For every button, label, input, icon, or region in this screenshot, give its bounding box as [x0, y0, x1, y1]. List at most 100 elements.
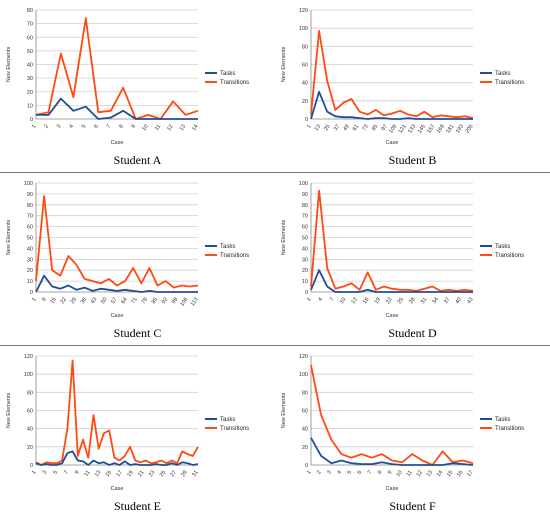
x-tick-label: 50 — [100, 297, 108, 305]
x-tick-label: 37 — [333, 124, 341, 132]
y-axis-label: New Elements — [6, 220, 12, 256]
y-tick-label: 80 — [27, 8, 33, 14]
x-axis-label: Case — [111, 486, 124, 492]
x-axis-label: Case — [111, 140, 124, 146]
x-tick-label: 181 — [445, 124, 455, 135]
series-line-transitions — [311, 365, 473, 465]
legend-label: Transitions — [495, 426, 524, 432]
y-tick-label: 10 — [302, 279, 308, 285]
y-tick-label: 40 — [302, 246, 308, 252]
x-tick-label: 7 — [63, 470, 70, 476]
y-tick-label: 100 — [299, 26, 308, 32]
x-tick-label: 11 — [83, 470, 91, 478]
chart-caption: Student A — [0, 153, 275, 168]
x-axis-label: Case — [386, 486, 399, 492]
chart-panel-student-c: 0 10 20 30 40 50 60 70 80 90 100 1 8 15 22 29 36 43 50 57 64… — [0, 173, 275, 345]
x-tick-label: 8 — [118, 124, 125, 130]
y-axis-label: New Elements — [281, 393, 287, 429]
x-tick-label: 92 — [161, 297, 169, 305]
x-tick-label: 121 — [398, 124, 408, 135]
x-tick-label: 1 — [31, 470, 38, 476]
x-tick-label: 12 — [416, 470, 424, 478]
x-tick-label: 25 — [397, 297, 405, 305]
x-tick-label: 193 — [455, 124, 465, 135]
legend-label: Transitions — [220, 80, 249, 86]
y-tick-label: 0 — [305, 290, 308, 296]
x-tick-label: 1 — [306, 470, 313, 476]
x-tick-label: 49 — [342, 124, 350, 132]
x-tick-label: 6 — [93, 124, 100, 130]
legend-label: Tasks — [220, 417, 235, 423]
x-tick-label: 13 — [94, 470, 102, 478]
y-tick-label: 80 — [27, 390, 33, 396]
y-tick-label: 50 — [302, 236, 308, 242]
y-tick-label: 40 — [302, 81, 308, 87]
x-tick-label: 13 — [426, 470, 434, 478]
chart-svg: 0 20 40 60 80 100 120 1 13 25 37 49 61 73 85 97 109 121 13… — [275, 0, 550, 172]
y-tick-label: 80 — [302, 44, 308, 50]
y-tick-label: 70 — [27, 214, 33, 220]
y-axis-label: New Elements — [281, 47, 287, 83]
legend-label: Transitions — [495, 253, 524, 259]
chart-caption: Student B — [275, 153, 550, 168]
x-tick-label: 16 — [362, 297, 370, 305]
chart-caption: Student E — [0, 499, 275, 514]
chart-svg: 01020304050607080901001 8 15 22 29 36 43 50 57 64… — [0, 173, 275, 345]
x-tick-label: 9 — [74, 470, 81, 476]
y-tick-label: 20 — [27, 268, 33, 274]
x-tick-label: 11 — [406, 470, 414, 478]
y-tick-label: 80 — [302, 390, 308, 396]
x-tick-label: 13 — [179, 124, 187, 132]
x-tick-label: 57 — [110, 297, 118, 305]
x-tick-label: 23 — [148, 470, 156, 478]
series-line-tasks — [36, 276, 198, 292]
y-tick-label: 60 — [302, 63, 308, 69]
x-tick-label: 1 — [306, 297, 313, 303]
y-tick-label: 100 — [299, 372, 308, 378]
x-tick-label: 109 — [388, 124, 398, 135]
y-axis-label: New Elements — [6, 393, 12, 429]
x-tick-label: 7 — [367, 470, 374, 476]
y-tick-label: 120 — [24, 354, 33, 360]
y-tick-label: 10 — [27, 279, 33, 285]
y-tick-label: 120 — [299, 8, 308, 14]
x-tick-label: 21 — [137, 470, 145, 478]
legend-label: Tasks — [495, 244, 510, 250]
x-tick-label: 205 — [464, 124, 474, 135]
series-line-transitions — [311, 191, 473, 291]
x-tick-label: 25 — [323, 124, 331, 132]
x-tick-label: 16 — [456, 470, 464, 478]
y-tick-label: 0 — [305, 463, 308, 469]
legend-label: Tasks — [220, 71, 235, 77]
y-tick-label: 20 — [27, 445, 33, 451]
y-tick-label: 100 — [24, 372, 33, 378]
chart-svg: 010203040506070801 2 3 4 5 6 7 8 9 10 11 12 13 14Case… — [0, 0, 275, 172]
chart-panel-student-a: 0 10 20 30 40 50 60 70 80 1 2 3 4 5 6 7 8 9 10 11 12 13 14 Case… — [0, 0, 275, 172]
x-tick-label: 1 — [306, 124, 313, 130]
y-tick-label: 60 — [302, 225, 308, 231]
legend-label: Transitions — [495, 80, 524, 86]
y-axis-label: New Elements — [281, 220, 287, 256]
x-tick-label: 22 — [60, 297, 68, 305]
x-tick-label: 15 — [49, 297, 57, 305]
x-tick-label: 43 — [466, 297, 474, 305]
x-tick-label: 78 — [141, 297, 149, 305]
x-tick-label: 31 — [420, 297, 428, 305]
y-tick-label: 100 — [299, 181, 308, 187]
x-tick-label: 19 — [374, 297, 382, 305]
legend-label: Tasks — [495, 417, 510, 423]
y-tick-label: 60 — [27, 225, 33, 231]
series-line-tasks — [311, 92, 473, 119]
x-tick-label: 25 — [159, 470, 167, 478]
x-tick-label: 7 — [329, 297, 336, 303]
legend-label: Transitions — [220, 253, 249, 259]
x-tick-label: 106 — [179, 297, 189, 308]
y-tick-label: 40 — [27, 427, 33, 433]
x-tick-label: 133 — [407, 124, 417, 135]
x-tick-label: 29 — [180, 470, 188, 478]
x-tick-label: 22 — [385, 297, 393, 305]
x-tick-label: 31 — [191, 470, 199, 478]
x-tick-label: 2 — [316, 470, 323, 476]
